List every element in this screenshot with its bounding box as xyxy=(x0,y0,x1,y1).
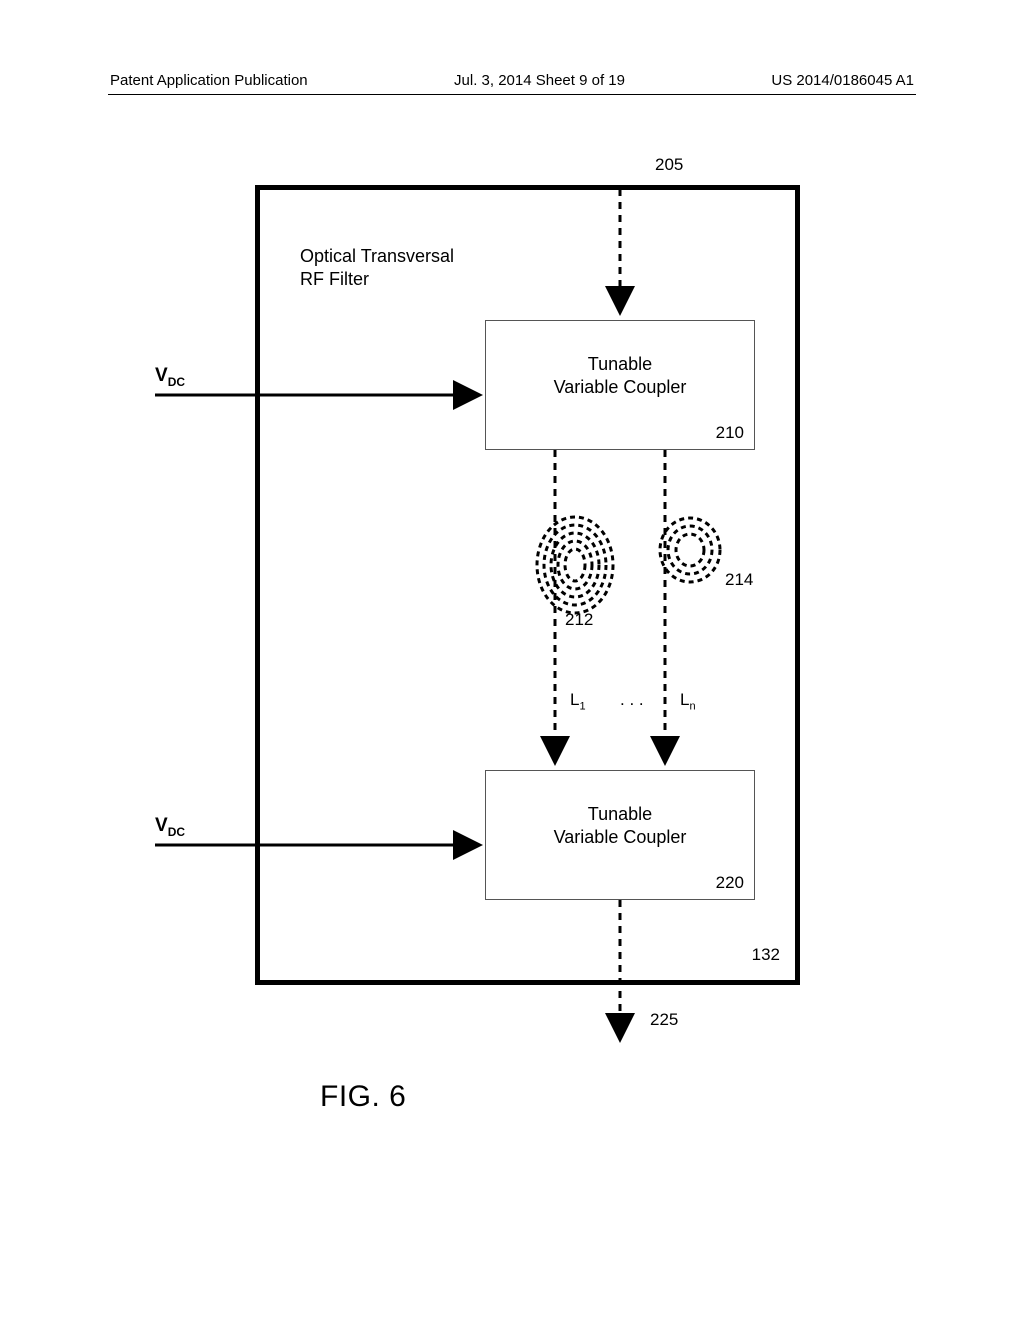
diagram: Optical Transversal RF Filter Tunable Va… xyxy=(0,185,1024,1065)
header-right: US 2014/0186045 A1 xyxy=(771,72,914,89)
coil-right xyxy=(660,518,720,582)
figure-caption: FIG. 6 xyxy=(320,1080,406,1114)
diagram-svg xyxy=(0,185,1024,1065)
page-header: Patent Application Publication Jul. 3, 2… xyxy=(0,72,1024,89)
coil-left xyxy=(537,517,613,613)
header-rule xyxy=(108,94,916,95)
input-signal-ref: 205 xyxy=(655,155,683,175)
header-center: Jul. 3, 2014 Sheet 9 of 19 xyxy=(454,72,625,89)
header-left: Patent Application Publication xyxy=(110,72,308,89)
